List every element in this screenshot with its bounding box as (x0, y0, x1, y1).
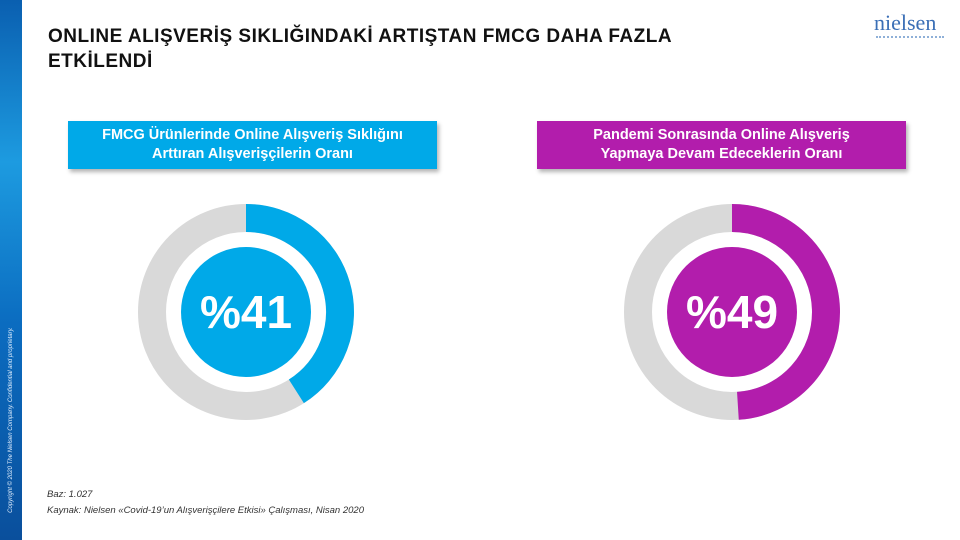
donut-segment (245, 204, 354, 404)
source-note: Kaynak: Nielsen «Covid-19’un Alışverişçi… (47, 505, 364, 516)
slide-title: ONLINE ALIŞVERİŞ SIKLIĞINDAKİ ARTIŞTAN F… (48, 26, 672, 72)
value-label: %41 (200, 286, 292, 338)
logo: nielsen (874, 10, 937, 35)
value-label: %49 (686, 286, 778, 338)
donut-center (181, 247, 311, 377)
chart-title: Pandemi Sonrasında Online Alışveriş Yapm… (537, 121, 906, 169)
donut-center (667, 247, 797, 377)
logo-dots (876, 36, 944, 38)
donut-segment (731, 204, 840, 420)
chart-title: FMCG Ürünlerinde Online Alışveriş Sıklığ… (68, 121, 437, 169)
side-strip (0, 0, 22, 540)
base-note: Baz: 1.027 (47, 489, 93, 500)
